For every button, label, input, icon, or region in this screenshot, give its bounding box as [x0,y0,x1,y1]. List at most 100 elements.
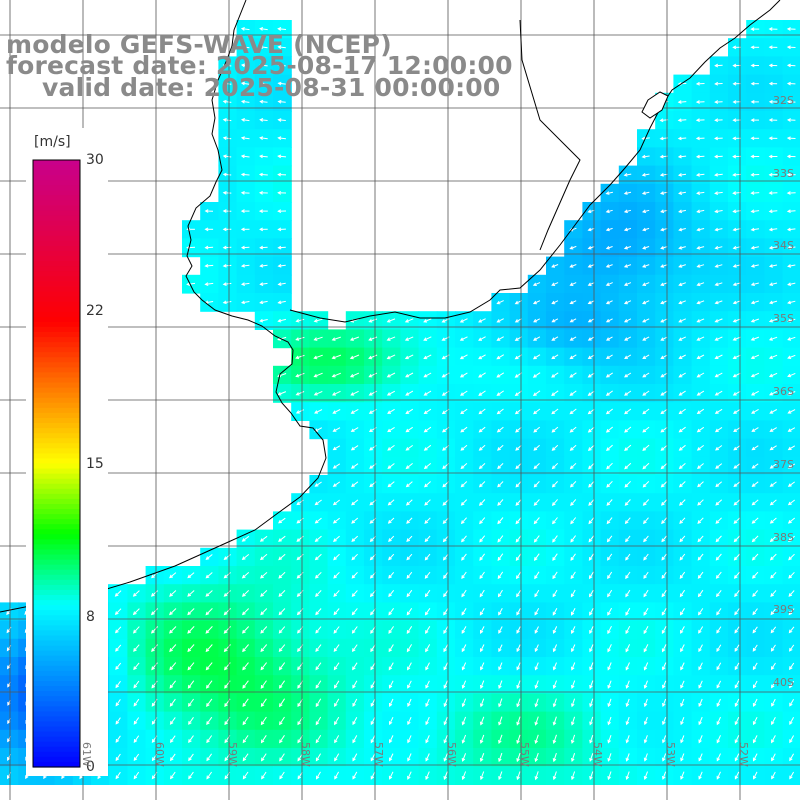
colorbar-segment [33,741,80,748]
wind-vector [696,445,705,451]
wind-vector [533,481,540,488]
lat-label: 32S [773,94,794,107]
wind-vector [407,662,412,671]
wind-vector [552,626,558,634]
wind-vector [259,535,268,542]
wind-vector [498,662,503,671]
wind-vector [259,81,268,86]
wind-vector [460,444,468,451]
wind-vector [206,771,213,780]
wind-vector [352,680,358,689]
wind-vector [370,662,376,671]
wind-vector [241,535,250,542]
wind-vector [587,227,595,232]
wind-vector [188,771,194,780]
colorbar-segment [33,696,80,702]
wind-vector [752,590,759,598]
wind-vector [769,481,777,487]
wind-vector [277,209,287,214]
wind-vector [588,480,595,488]
wind-vector [240,27,250,31]
lat-label: 37S [773,458,794,471]
wind-vector [259,45,268,49]
coastline-uruguay-brazil [289,0,781,323]
wind-vector [205,680,213,689]
title-forecast-date: forecast date: 2025-08-17 12:00:00 [6,51,513,80]
wind-vector [589,716,594,726]
wind-vector [698,698,703,707]
wind-vector [605,282,613,286]
wind-vector [351,626,358,634]
wind-vector [334,771,340,780]
wind-vector [607,571,613,580]
wind-vector [242,716,249,726]
wind-vector [552,662,557,671]
wind-vector [423,426,432,433]
wind-vector [479,734,485,744]
wind-vector [660,354,668,360]
wind-vector [789,662,795,671]
wind-vector [605,245,613,250]
wind-vector [498,626,503,634]
wind-vector [443,771,448,780]
wind-vector [569,462,577,470]
wind-vector [480,771,485,781]
wind-vector [351,571,358,579]
wind-vector [769,390,778,396]
lat-label: 38S [773,531,794,544]
wind-vector [150,626,159,634]
wind-vector [751,427,759,432]
wind-vector [715,535,722,543]
wind-vector [571,698,576,708]
wind-vector [222,81,232,86]
wind-vector [698,680,703,689]
wind-vector [589,753,594,762]
wind-vector [496,426,504,433]
wind-vector [349,372,360,378]
wind-vector [332,427,341,432]
wind-vector [571,626,576,635]
wind-vector [623,191,632,195]
wind-vector [333,535,340,543]
wind-vector [695,81,705,86]
wind-vector [425,680,430,689]
colorbar-segment [33,701,80,707]
colorbar-segment [33,650,80,657]
wind-vector [204,282,214,286]
wind-vector [460,481,468,488]
wind-vector [222,190,232,195]
wind-vector [388,571,395,579]
wind-vector [278,535,286,542]
wind-vector [768,136,778,141]
wind-vector [716,753,721,762]
wind-vector [625,680,630,689]
colorbar-segment [33,721,80,728]
wind-vector [498,608,503,616]
wind-vector [260,572,268,579]
wind-vector [478,444,486,451]
wind-vector [334,698,340,708]
wind-vector [662,753,667,762]
wind-vector [624,390,632,396]
wind-vector [352,771,358,780]
wind-vector [496,372,505,378]
wind-vector [405,463,413,470]
wind-vector [278,644,286,653]
wind-vector [497,499,504,506]
wind-vector [169,644,177,653]
colorbar-segment [33,751,80,758]
wind-vector [258,209,268,213]
wind-vector [260,644,268,653]
wind-vector [387,481,395,488]
wind-vector [607,771,612,781]
wind-vector [680,735,685,744]
wind-vector [478,408,486,415]
wind-vector [424,481,431,488]
wind-vector [423,354,432,360]
wind-vector [696,463,704,469]
wind-vector [733,445,741,451]
wind-vector [516,608,521,616]
wind-vector [642,372,650,378]
wind-vector [660,300,668,305]
wind-vector [625,662,630,671]
